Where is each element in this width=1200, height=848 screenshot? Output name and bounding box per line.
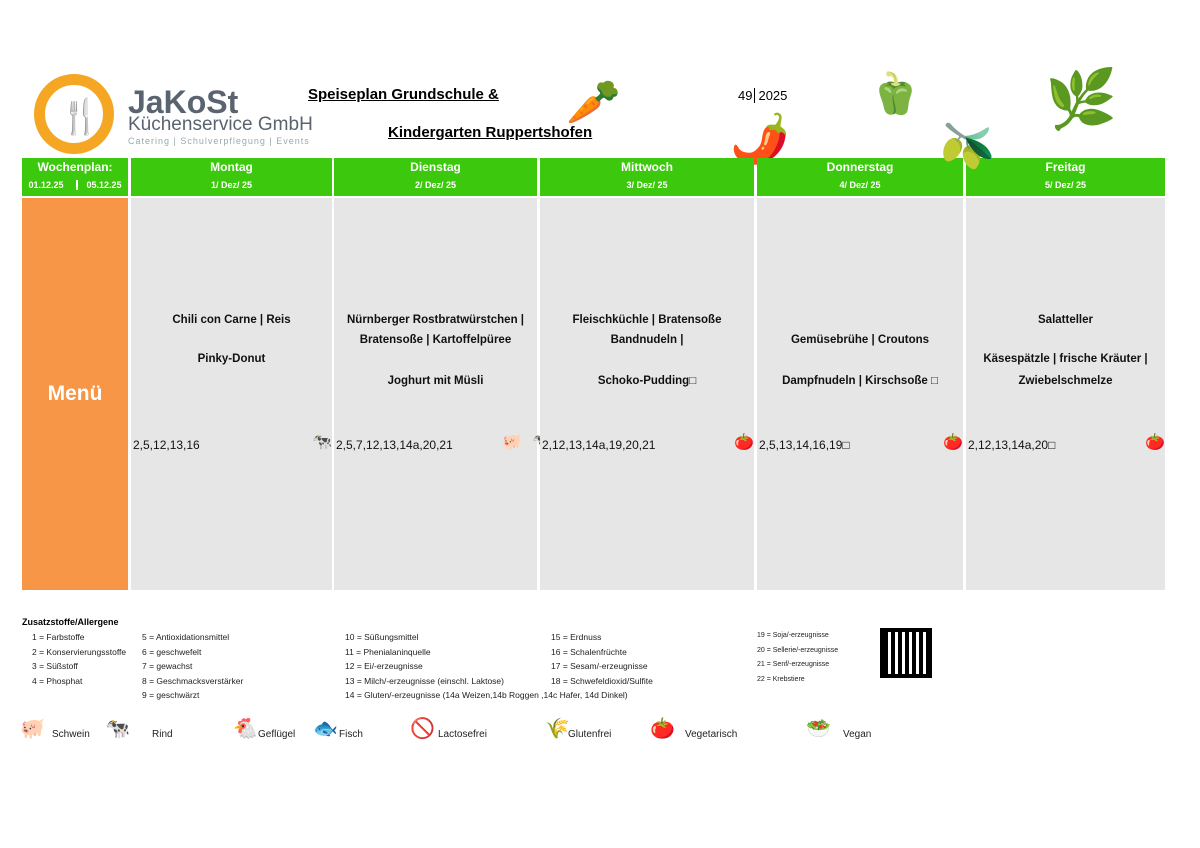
legend-item: 13 = Milch/-erzeugnisse (einschl. Laktos… bbox=[345, 675, 504, 686]
menu-line: Gemüsebrühe | Croutons bbox=[790, 334, 930, 346]
symbol-label: Rind bbox=[152, 729, 173, 740]
day-header-4: Freitag 5/ Dez/ 25 bbox=[966, 158, 1165, 196]
vegetarian-icon: 🍅 bbox=[943, 434, 963, 451]
legend-item: 14 = Gluten/-erzeugnisse (14a Weizen,14b… bbox=[345, 690, 628, 700]
vegetarian-icon: 🍅 bbox=[650, 718, 675, 740]
symbol-label: Vegetarisch bbox=[685, 729, 738, 740]
olive-oil-icon: 🫒 bbox=[940, 122, 995, 171]
allergen-codes: 2,12,13,14a,20□ bbox=[968, 438, 1056, 452]
day-header-2: Mittwoch 3/ Dez/ 25 bbox=[540, 158, 754, 196]
legend-item: 16 = Schalenfrüchte bbox=[551, 646, 627, 657]
day-cell-0: Chili con Carne | Reis Pinky-Donut 2,5,12,… bbox=[131, 198, 332, 590]
legend-item: 6 = geschwefelt bbox=[142, 646, 202, 657]
vegan-icon: 🥗 bbox=[806, 718, 831, 740]
menu-line: Dampfnudeln | Kirschsoße □ bbox=[782, 375, 938, 387]
day-cell-4: Salatteller Käsespätzle | frische Kräuter… bbox=[966, 198, 1165, 590]
legend-item: 2 = Konservierungsstoffe bbox=[32, 646, 127, 657]
menu-line: Zwiebelschmelze bbox=[1018, 375, 1113, 387]
day-cell-1: Nürnberger Rostbratwürstchen | Bratensoße… bbox=[334, 198, 552, 590]
carrot-icon: 🥕 bbox=[566, 78, 621, 127]
legend-item: 17 = Sesam/-erzeugnisse bbox=[551, 661, 648, 671]
cow-icon: 🐄 bbox=[105, 718, 130, 740]
radish-icon: 🌿 bbox=[1045, 67, 1118, 132]
menu-line: Schoko-Pudding□ bbox=[597, 375, 697, 387]
day-header-1: Dienstag 2/ Dez/ 25 bbox=[334, 158, 537, 196]
legend-item: 3 = Süßstoff bbox=[32, 661, 78, 671]
day-cell-2: Fleischküchle | Bratensoße Bandnudeln | Sc… bbox=[540, 198, 754, 590]
pig-icon: 🐖 bbox=[20, 718, 45, 740]
menu-line: Käsespätzle | frische Kräuter | bbox=[983, 353, 1148, 365]
brand-name: JaKoSt bbox=[128, 84, 239, 120]
day-header-0: Montag 1/ Dez/ 25 bbox=[131, 158, 332, 196]
legend-item: 22 = Krebstiere bbox=[757, 675, 805, 683]
page-title-line2: Kindergarten Ruppertshofen bbox=[388, 124, 593, 141]
symbol-label: Vegan bbox=[843, 729, 872, 740]
pepper-icon: 🫑 bbox=[870, 72, 920, 116]
cow-icon: 🐄 bbox=[312, 434, 332, 451]
fish-icon: 🐟 bbox=[313, 718, 338, 740]
company-name: Küchenservice GmbH bbox=[128, 114, 313, 135]
tagline: Catering | Schulverpflegung | Events bbox=[128, 136, 310, 146]
legend-title: Zusatzstoffe/Allergene bbox=[22, 617, 119, 627]
week-number: 49 2025 bbox=[738, 88, 788, 103]
legend-item: 4 = Phosphat bbox=[32, 675, 83, 686]
legend-item: 5 = Antioxidationsmittel bbox=[142, 632, 230, 642]
vegetarian-icon: 🍅 bbox=[1145, 434, 1165, 451]
chili-icon: 🌶️ bbox=[730, 113, 790, 166]
legend-item: 15 = Erdnuss bbox=[551, 632, 602, 642]
allergen-codes: 2,5,7,12,13,14a,20,21 bbox=[336, 438, 453, 452]
legend-item: 1 = Farbstoffe bbox=[32, 632, 85, 642]
qr-code bbox=[880, 628, 932, 678]
day-header-3: Donnerstag 4/ Dez/ 25 bbox=[757, 158, 963, 196]
legend-item: 19 = Soja/-erzeugnisse bbox=[757, 632, 829, 639]
vegetarian-icon: 🍅 bbox=[734, 434, 754, 451]
allergen-codes: 2,5,13,14,16,19□ bbox=[759, 438, 850, 452]
legend-item: 9 = geschwärzt bbox=[142, 690, 200, 700]
symbol-label: Lactosefrei bbox=[438, 729, 487, 740]
legend-item: 20 = Sellerie/-erzeugnisse bbox=[757, 646, 839, 654]
gluten-free-icon: 🌾 bbox=[545, 718, 570, 740]
page-title-line1: Speiseplan Grundschule & bbox=[308, 86, 499, 103]
lactose-free-icon: 🚫 bbox=[410, 718, 435, 740]
symbol-label: Geflügel bbox=[258, 729, 296, 740]
menu-label: Menü bbox=[22, 198, 128, 590]
day-cell-3: Gemüsebrühe | Croutons Dampfnudeln | Kirs… bbox=[757, 198, 963, 590]
menu-line: Joghurt mit Müsli bbox=[387, 375, 484, 387]
allergen-codes: 2,5,12,13,16 bbox=[133, 438, 200, 452]
legend-item: 8 = Geschmacksverstärker bbox=[142, 675, 244, 686]
legend-item: 10 = Süßungsmittel bbox=[345, 632, 419, 642]
pig-icon: 🐖 bbox=[502, 434, 522, 451]
legend-item: 11 = Phenialaninquelle bbox=[345, 646, 431, 657]
weekplan-header: Wochenplan: 01.12.25 05.12.25 bbox=[22, 158, 128, 196]
symbol-label: Fisch bbox=[339, 729, 363, 740]
menu-line: Fleischküchle | Bratensoße bbox=[572, 314, 722, 326]
menu-line: Salatteller bbox=[1038, 314, 1093, 326]
menu-line: Bratensoße | Kartoffelpüree bbox=[359, 334, 512, 346]
menu-line: Chili con Carne | Reis bbox=[172, 314, 291, 326]
legend-item: 7 = gewachst bbox=[142, 661, 193, 671]
menu-line: Bandnudeln | bbox=[610, 334, 684, 346]
allergen-codes: 2,12,13,14a,19,20,21 bbox=[542, 438, 656, 452]
menu-line: Pinky-Donut bbox=[197, 353, 266, 365]
legend-item: 18 = Schwefeldioxid/Sulfite bbox=[551, 675, 653, 686]
legend-item: 12 = Ei/-erzeugnisse bbox=[345, 661, 423, 671]
cutlery-icon: 🍴 bbox=[59, 98, 102, 136]
chicken-icon: 🐔 bbox=[233, 718, 258, 740]
logo: 🍴 bbox=[34, 74, 114, 154]
legend-item: 21 = Senf/-erzeugnisse bbox=[757, 661, 830, 668]
menu-line: Nürnberger Rostbratwürstchen | bbox=[346, 314, 525, 326]
symbol-label: Glutenfrei bbox=[568, 729, 612, 740]
symbol-label: Schwein bbox=[52, 729, 90, 740]
